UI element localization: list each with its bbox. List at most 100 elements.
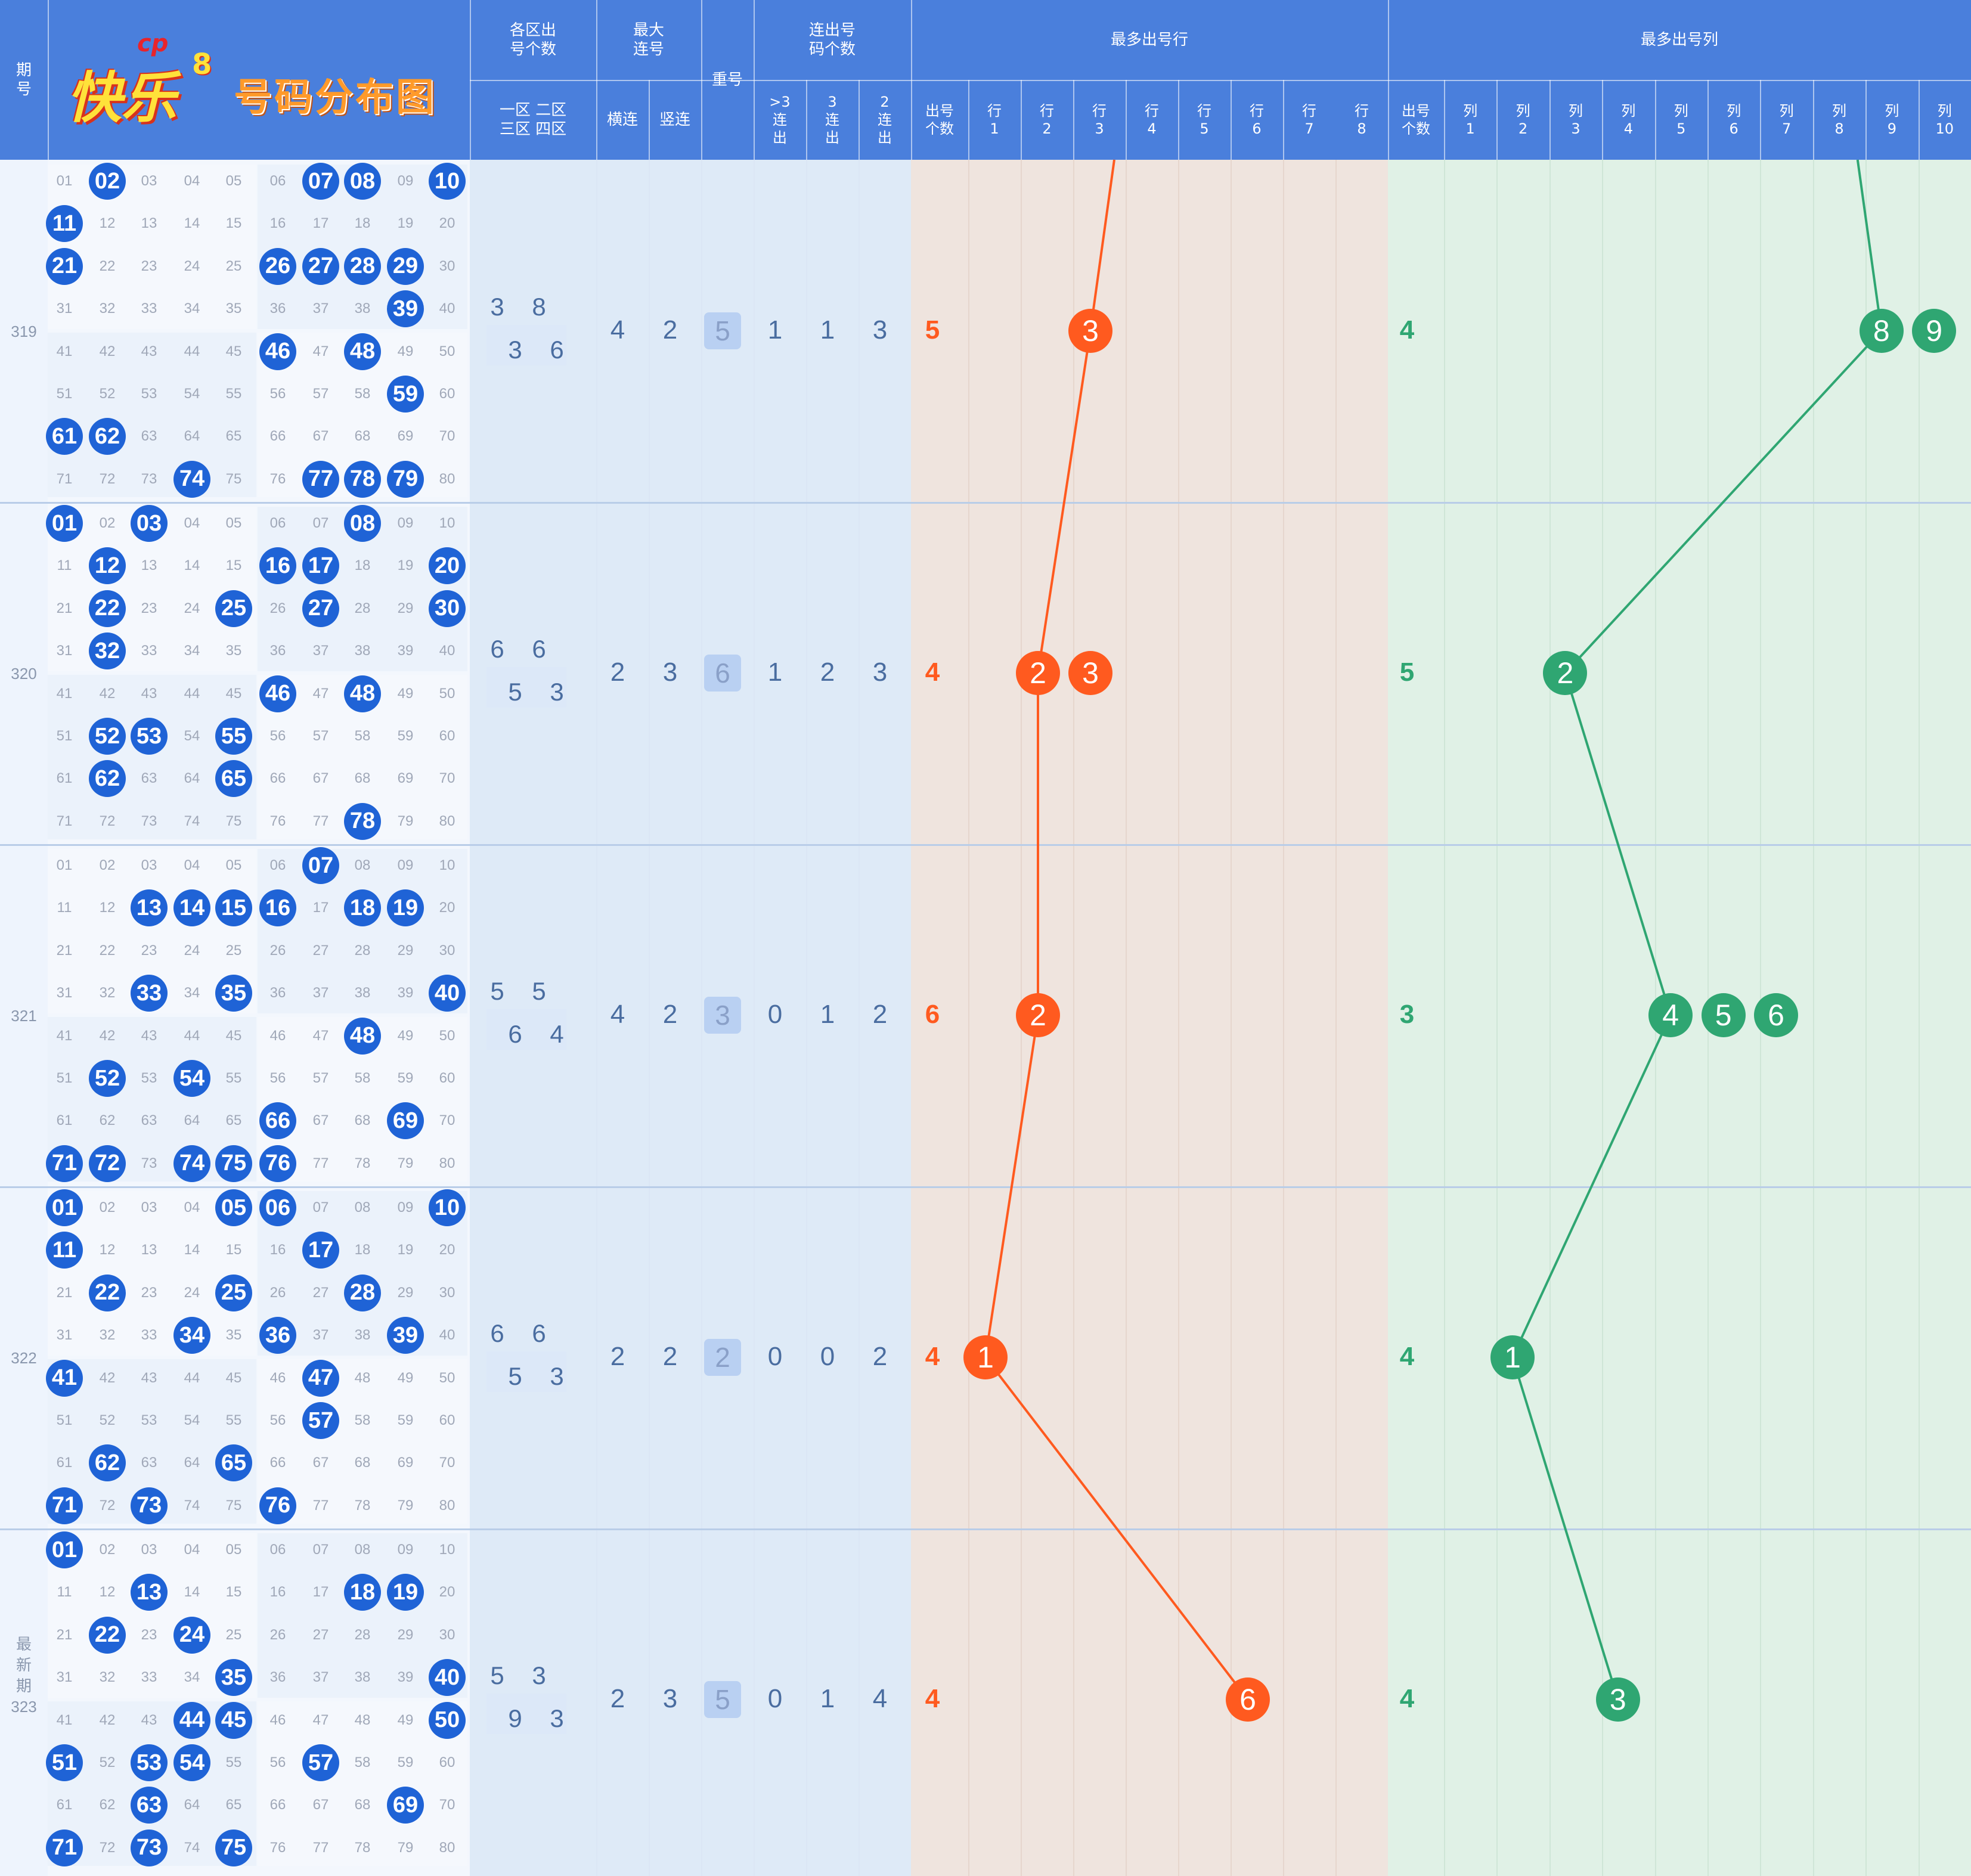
consec-3plus-header: >3 连出 bbox=[769, 94, 791, 146]
drawn-number: 66 bbox=[259, 1102, 296, 1140]
stats-grid-line bbox=[649, 160, 650, 1876]
drawn-number: 11 bbox=[46, 1232, 83, 1269]
zone-count: 5 bbox=[490, 977, 504, 1005]
period-label: 322 bbox=[11, 1349, 37, 1367]
number-cell: 09 bbox=[397, 1542, 414, 1558]
drawn-number: 07 bbox=[302, 163, 339, 200]
number-cell: 24 bbox=[184, 258, 200, 274]
max-vertical: 3 bbox=[662, 658, 678, 687]
drawn-number: 72 bbox=[89, 1145, 126, 1182]
drawn-number: 39 bbox=[387, 290, 424, 328]
consec-3: 1 bbox=[820, 1684, 835, 1713]
number-cell: 36 bbox=[269, 643, 286, 659]
number-cell: 52 bbox=[99, 1754, 116, 1770]
number-cell: 33 bbox=[141, 300, 157, 317]
number-cell: 43 bbox=[141, 343, 157, 359]
max-row-ball: 2 bbox=[1016, 651, 1060, 695]
number-cell: 05 bbox=[225, 1542, 242, 1558]
drawn-number: 53 bbox=[131, 1744, 168, 1781]
header-divider bbox=[968, 80, 969, 160]
drawn-number: 77 bbox=[302, 460, 339, 498]
drawn-number: 48 bbox=[344, 675, 381, 712]
number-cell: 75 bbox=[225, 813, 242, 829]
row-count-header: 出号 个数 bbox=[925, 103, 954, 137]
drawn-number: 65 bbox=[215, 1444, 252, 1482]
number-cell: 40 bbox=[439, 1327, 455, 1344]
number-cell: 21 bbox=[56, 1626, 73, 1643]
number-cell: 11 bbox=[57, 900, 72, 916]
drawn-number: 01 bbox=[46, 505, 83, 542]
number-cell: 28 bbox=[354, 600, 371, 616]
number-cell: 16 bbox=[269, 1242, 286, 1258]
stats-grid-line bbox=[701, 160, 702, 1876]
consec-header: 连出号 码个数 bbox=[808, 21, 856, 59]
number-cell: 06 bbox=[269, 857, 286, 873]
number-cell: 09 bbox=[397, 857, 414, 873]
number-cell: 77 bbox=[312, 1155, 329, 1171]
number-cell: 75 bbox=[225, 1497, 242, 1514]
drawn-number: 08 bbox=[344, 505, 381, 542]
number-cell: 09 bbox=[397, 515, 414, 531]
drawn-number: 63 bbox=[131, 1787, 168, 1824]
number-cell: 77 bbox=[312, 1497, 329, 1514]
drawn-number: 52 bbox=[89, 1060, 126, 1097]
number-cell: 23 bbox=[141, 1284, 157, 1301]
drawn-number: 69 bbox=[387, 1102, 424, 1140]
number-cell: 63 bbox=[141, 1455, 157, 1471]
number-cell: 56 bbox=[269, 386, 286, 402]
col-grid-line bbox=[1602, 160, 1604, 1876]
drawn-number: 18 bbox=[344, 889, 381, 927]
number-cell: 59 bbox=[397, 1412, 414, 1428]
number-cell: 68 bbox=[354, 1797, 371, 1813]
number-cell: 15 bbox=[225, 215, 242, 232]
number-cell: 12 bbox=[99, 215, 116, 232]
number-cell: 68 bbox=[354, 1455, 371, 1471]
number-cell: 06 bbox=[269, 1542, 286, 1558]
drawn-number: 40 bbox=[429, 975, 466, 1012]
number-cell: 29 bbox=[397, 942, 414, 959]
number-cell: 05 bbox=[225, 173, 242, 189]
zone-count: 5 bbox=[532, 977, 546, 1005]
number-cell: 23 bbox=[141, 1626, 157, 1643]
number-cell: 79 bbox=[397, 1155, 414, 1171]
number-cell: 13 bbox=[141, 1242, 157, 1258]
period-column-bg bbox=[0, 160, 48, 1876]
number-cell: 12 bbox=[99, 900, 116, 916]
row-count: 4 bbox=[925, 658, 940, 687]
number-cell: 43 bbox=[141, 685, 157, 702]
number-cell: 03 bbox=[141, 1199, 157, 1215]
number-cell: 44 bbox=[184, 1369, 200, 1386]
zone-count: 8 bbox=[532, 293, 546, 321]
drawn-number: 73 bbox=[131, 1829, 168, 1866]
drawn-number: 74 bbox=[173, 1145, 210, 1182]
drawn-number: 79 bbox=[387, 460, 424, 498]
number-cell: 46 bbox=[269, 1711, 286, 1728]
drawn-number: 57 bbox=[302, 1402, 339, 1439]
zone-count: 3 bbox=[550, 678, 564, 706]
number-cell: 27 bbox=[312, 1284, 329, 1301]
max-col-ball: 1 bbox=[1490, 1335, 1535, 1379]
col-count: 4 bbox=[1399, 1342, 1415, 1371]
consec-2: 3 bbox=[872, 315, 888, 345]
number-cell: 22 bbox=[99, 258, 116, 274]
number-cell: 26 bbox=[269, 1626, 286, 1643]
period-label: 320 bbox=[11, 665, 37, 683]
number-cell: 35 bbox=[225, 300, 242, 317]
number-cell: 07 bbox=[312, 1199, 329, 1215]
number-cell: 23 bbox=[141, 600, 157, 616]
row-count: 4 bbox=[925, 1684, 940, 1713]
grid-zone-q3 bbox=[48, 333, 256, 497]
max-row-ball: 3 bbox=[1068, 309, 1112, 353]
max-row-ball: 3 bbox=[1068, 651, 1112, 695]
drawn-number: 13 bbox=[131, 1574, 168, 1611]
zone-count: 6 bbox=[490, 1319, 504, 1347]
max-vertical: 3 bbox=[662, 1684, 678, 1713]
row-separator bbox=[0, 844, 1971, 846]
number-cell: 31 bbox=[56, 1669, 73, 1686]
consec-3plus: 0 bbox=[767, 1342, 783, 1371]
drawn-number: 16 bbox=[259, 889, 296, 927]
